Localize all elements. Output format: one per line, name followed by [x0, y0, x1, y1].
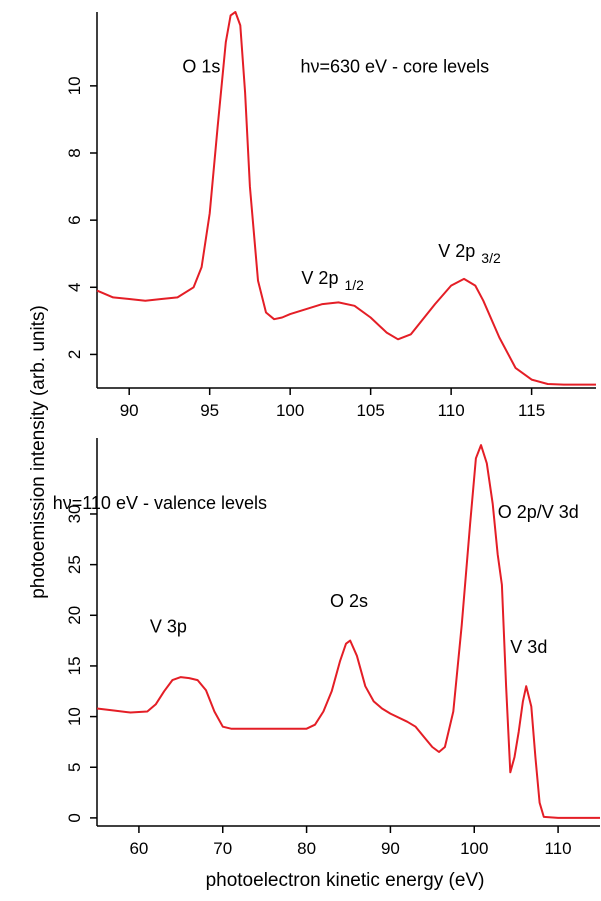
- top-y-tick-label: 4: [65, 283, 84, 292]
- bottom-spectrum-line: [96, 444, 600, 819]
- top-peak-label: O 1s: [182, 56, 220, 76]
- top-peak-label: V 2p 1/2: [301, 268, 364, 293]
- bottom-peak-label: O 2p/V 3d: [498, 502, 579, 522]
- top-y-tick-label: 8: [65, 148, 84, 157]
- bottom-peak-label: V 3p: [150, 617, 187, 637]
- bottom-annotation: hν=110 eV - valence levels: [53, 493, 267, 513]
- top-peak-label: V 2p 3/2: [438, 241, 501, 266]
- top-y-tick-label: 10: [65, 76, 84, 95]
- bottom-y-tick-label: 0: [65, 813, 84, 822]
- top-spectrum-line: [96, 11, 596, 386]
- bottom-x-tick-label: 60: [129, 839, 148, 858]
- bottom-y-tick-label: 30: [65, 505, 84, 524]
- top-annotation: hν=630 eV - core levels: [300, 56, 489, 76]
- bottom-x-tick-label: 80: [297, 839, 316, 858]
- bottom-y-tick-label: 15: [65, 656, 84, 675]
- bottom-peak-label: O 2s: [330, 591, 368, 611]
- top-peak-label-subscript: 1/2: [344, 277, 364, 293]
- bottom-x-tick-label: 90: [381, 839, 400, 858]
- top-x-tick-label: 115: [518, 401, 545, 420]
- top-x-tick-label: 105: [356, 401, 384, 420]
- top-x-tick-label: 110: [438, 401, 465, 420]
- top-x-tick-label: 95: [200, 401, 219, 420]
- bottom-y-tick-label: 20: [65, 606, 84, 625]
- x-axis-title: photoelectron kinetic energy (eV): [206, 870, 485, 891]
- bottom-y-tick-label: 5: [65, 763, 84, 772]
- top-y-tick-label: 6: [65, 215, 84, 224]
- bottom-peak-label: V 3d: [510, 637, 547, 657]
- top-x-tick-label: 100: [276, 401, 304, 420]
- top-peak-label-subscript: 3/2: [481, 250, 501, 266]
- bottom-x-tick-label: 110: [545, 839, 572, 858]
- bottom-y-tick-label: 10: [65, 707, 84, 726]
- bottom-x-tick-label: 100: [460, 839, 488, 858]
- y-axis-title: photoemission intensity (arb. units): [28, 305, 49, 599]
- top-x-tick-label: 90: [120, 401, 139, 420]
- bottom-x-tick-label: 70: [213, 839, 232, 858]
- bottom-y-tick-label: 25: [65, 555, 84, 574]
- top-y-tick-label: 2: [65, 350, 84, 359]
